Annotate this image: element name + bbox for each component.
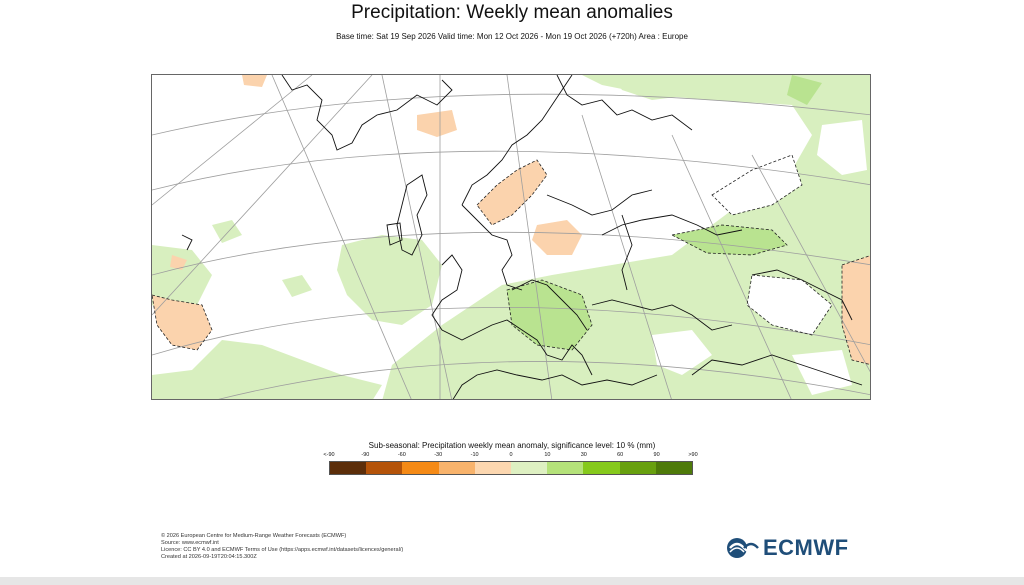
legend-swatch <box>330 462 367 474</box>
page-subtitle: Base time: Sat 19 Sep 2026 Valid time: M… <box>336 32 688 41</box>
strong-wet-anomaly-areas <box>507 75 822 350</box>
legend-tick-label: >90 <box>688 452 698 458</box>
legend-tick-label: <-90 <box>323 452 335 458</box>
legend-tick-label: 30 <box>580 452 587 458</box>
legend-swatch <box>438 462 475 474</box>
anomaly-map <box>152 75 870 399</box>
legend-tick-label: -10 <box>470 452 479 458</box>
legend-swatch <box>619 462 656 474</box>
significance-contours <box>152 154 870 365</box>
legend-swatch <box>511 462 548 474</box>
coastlines <box>181 75 863 399</box>
dry-anomaly-areas <box>152 75 870 365</box>
footer-licence: Licence: CC BY 4.0 and ECMWF Terms of Us… <box>161 547 404 553</box>
legend-swatch <box>402 462 439 474</box>
bottom-scrollbar-strip[interactable] <box>0 577 1024 585</box>
legend-tick-label: -90 <box>361 452 370 458</box>
footer-created: Created at 2026-09-19T20:04:15.300Z <box>161 554 257 560</box>
ecmwf-logo-text: ECMWF <box>763 535 849 560</box>
legend-swatch <box>655 462 693 474</box>
legend-tick-label: 10 <box>544 452 551 458</box>
legend-colorbar <box>329 461 693 475</box>
ecmwf-logo-icon <box>727 538 759 558</box>
footer-source: Source: www.ecmwf.int <box>161 540 219 546</box>
legend-swatch <box>583 462 620 474</box>
map-panel[interactable] <box>151 74 871 400</box>
legend-tick-label: 0 <box>509 452 513 458</box>
ecmwf-logo[interactable]: ECMWF <box>726 535 849 560</box>
footer-credits: © 2026 European Centre for Medium-Range … <box>161 533 403 561</box>
legend-title: Sub-seasonal: Precipitation weekly mean … <box>368 441 656 450</box>
legend-swatch <box>366 462 403 474</box>
legend-tick-label: -30 <box>434 452 443 458</box>
page-title: Precipitation: Weekly mean anomalies <box>351 2 673 23</box>
graticule <box>152 75 870 399</box>
legend-tick-label: -60 <box>397 452 406 458</box>
legend-ticks: <-90 -90 -60 -30 -10 0 10 30 60 90 >90 <box>323 452 697 461</box>
neutral-areas <box>652 120 867 395</box>
legend-swatch <box>474 462 512 474</box>
footer-copyright: © 2026 European Centre for Medium-Range … <box>161 533 347 539</box>
legend-swatch <box>547 462 584 474</box>
legend-tick-label: 60 <box>617 452 624 458</box>
legend-tick-label: 90 <box>653 452 660 458</box>
wet-anomaly-areas <box>152 75 870 399</box>
